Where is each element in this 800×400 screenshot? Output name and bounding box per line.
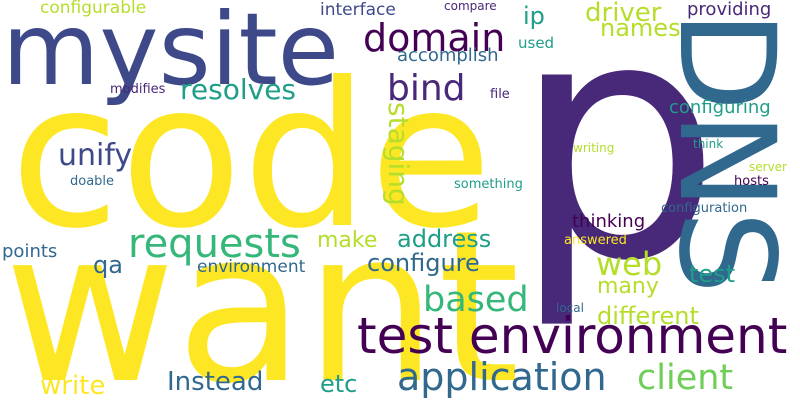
word-web: web xyxy=(596,245,663,283)
word-modifies: modifies xyxy=(110,82,166,97)
word-unify: unify xyxy=(58,138,133,173)
word-names: names xyxy=(600,14,681,42)
word-different: different xyxy=(597,302,699,330)
word-server: server xyxy=(749,160,787,174)
word-domain: domain xyxy=(363,16,506,60)
word-think: think xyxy=(693,137,724,151)
word-configuring: configuring xyxy=(669,97,771,118)
word-write: write xyxy=(40,371,106,400)
word-bind: bind xyxy=(387,68,466,109)
word-test-environment: test environment xyxy=(357,307,788,365)
word-ip: ip xyxy=(523,2,545,30)
word-configurable: configurable xyxy=(40,0,147,18)
word-thinking: thinking xyxy=(572,211,646,232)
word-requests: requests xyxy=(128,221,301,267)
word-something: something xyxy=(454,177,523,192)
word-etc: etc xyxy=(320,370,358,398)
word-qa: qa xyxy=(93,251,123,279)
word-local: local xyxy=(556,301,584,315)
word-answered: answered xyxy=(564,233,627,248)
word-client: client xyxy=(637,358,734,398)
word-providing: providing xyxy=(687,0,772,20)
word-points: points xyxy=(2,241,58,262)
word-configure: configure xyxy=(367,249,480,277)
word-file: file xyxy=(490,87,510,102)
word-configuration: configuration xyxy=(661,201,748,216)
word-interface: interface xyxy=(320,0,396,20)
word-driver: driver xyxy=(585,0,662,28)
word-instead: Instead xyxy=(167,367,264,397)
word-accomplish: accomplish xyxy=(397,45,499,66)
word-writing: writing xyxy=(573,141,615,155)
word-many: many xyxy=(597,274,659,299)
word-hosts: hosts xyxy=(734,174,769,189)
word-compare: compare xyxy=(444,0,497,13)
word-resolves: resolves xyxy=(180,73,297,106)
word-based: based xyxy=(423,280,529,320)
word-dns: DNS xyxy=(649,10,800,295)
word-environment: environment xyxy=(197,257,306,277)
word-staging: staging xyxy=(382,102,415,206)
word-used: used xyxy=(518,34,555,52)
word-doable: doable xyxy=(70,174,115,189)
word-make: make xyxy=(317,228,378,253)
word-want: want xyxy=(4,185,520,400)
word-address: address xyxy=(397,225,492,253)
word-mysite: mysite xyxy=(2,0,340,108)
word-application: application xyxy=(397,355,607,399)
word-code: code xyxy=(10,40,493,273)
word-p: p xyxy=(512,0,722,333)
word-test: test xyxy=(689,260,736,288)
